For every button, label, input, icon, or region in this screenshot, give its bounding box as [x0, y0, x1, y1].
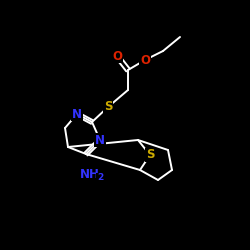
Text: N: N — [72, 108, 82, 120]
Text: S: S — [104, 100, 112, 114]
Text: S: S — [146, 148, 154, 162]
Text: O: O — [112, 50, 122, 62]
Text: 2: 2 — [97, 174, 103, 182]
Text: O: O — [140, 54, 150, 66]
Text: N: N — [95, 134, 105, 146]
Text: NH: NH — [80, 168, 100, 181]
